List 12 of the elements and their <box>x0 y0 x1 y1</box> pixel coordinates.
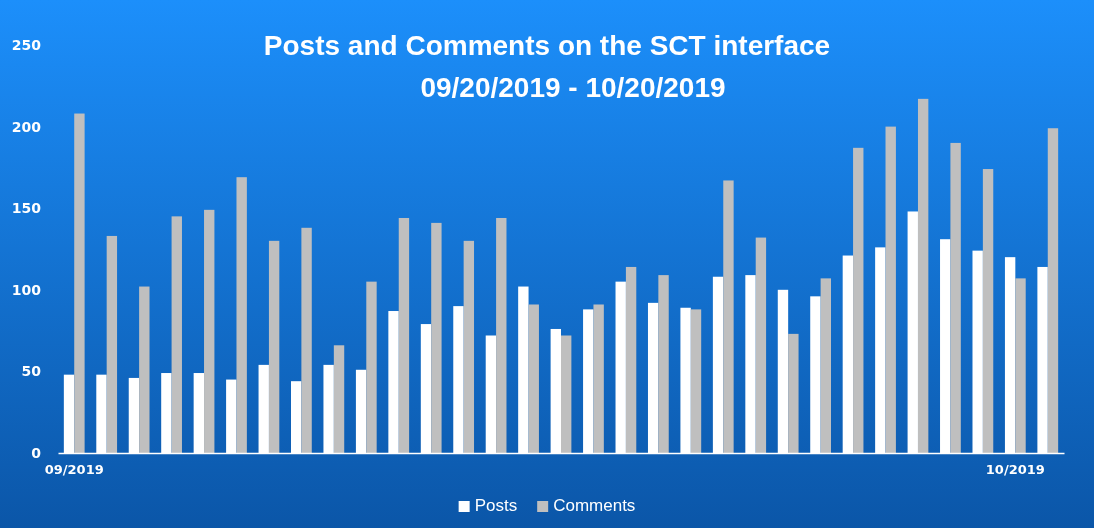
text: 09/20/2019 - 10/20/2019 <box>420 72 726 103</box>
y-tick-label: 200 <box>11 118 42 135</box>
y-tick-label: 150 <box>11 200 42 217</box>
y-tick-label: 50 <box>21 363 42 380</box>
chart-title: Posts and Comments on the SCT interface <box>263 30 831 61</box>
x-tick-label: 10/2019 <box>985 462 1045 478</box>
legend-label: Comments <box>553 496 636 515</box>
legend-label: Posts <box>474 496 518 515</box>
y-tick-label: 0 <box>31 444 42 461</box>
y-tick-label: 100 <box>11 281 42 298</box>
y-tick-label: 250 <box>11 36 42 53</box>
x-tick-label: 09/2019 <box>44 462 104 478</box>
